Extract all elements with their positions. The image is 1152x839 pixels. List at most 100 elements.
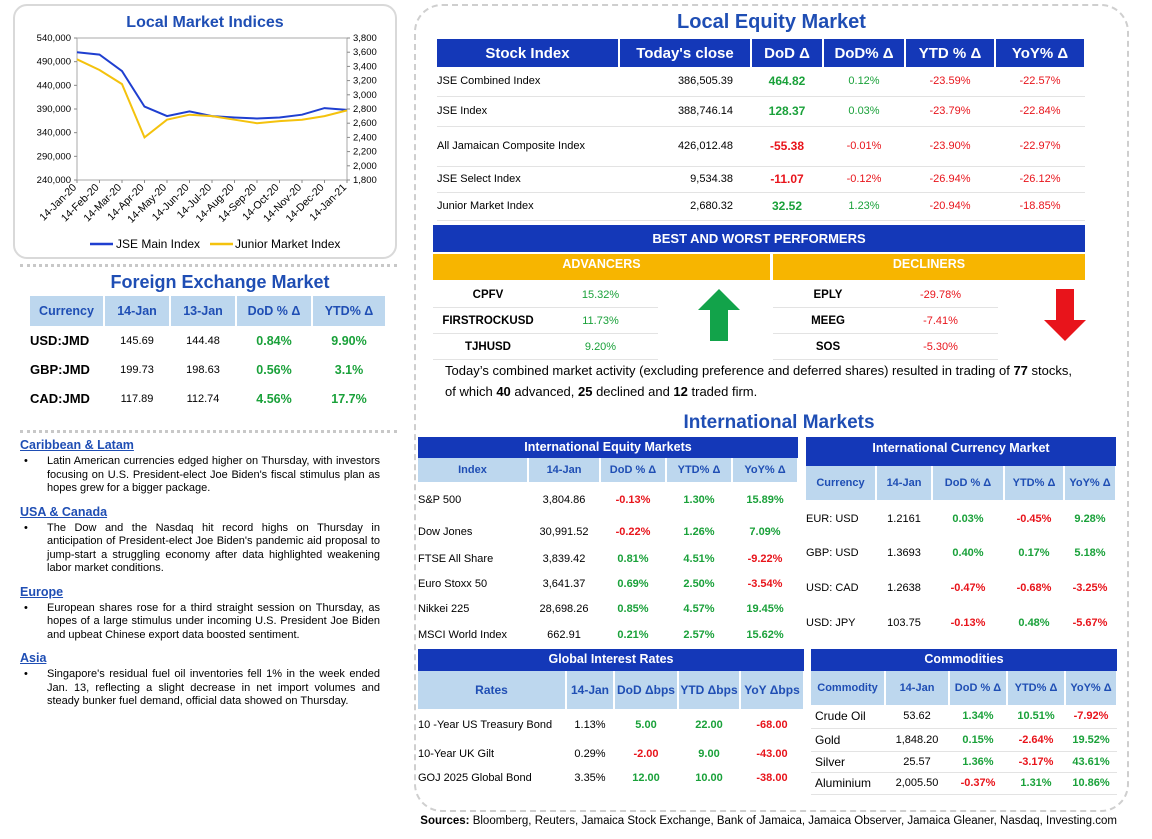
right-tick-label: 2,400 (353, 132, 377, 143)
news-heading: USA & Canada (20, 504, 108, 519)
ticker: SOS (815, 340, 841, 353)
cell-value: 103.75 (887, 617, 921, 629)
cell-value: 117.89 (120, 392, 154, 405)
right-tick-label: 3,400 (353, 61, 377, 72)
cell-value: 9.90% (331, 333, 367, 348)
cell-value: 7.09% (749, 526, 781, 538)
column-header: YTD% Δ (1007, 671, 1066, 705)
percent-change: -5.30% (923, 340, 958, 353)
fx-table-wrap: Currency 14-Jan 13-Jan DoD % Δ YTD% Δ USD:JM… (30, 296, 387, 413)
intl-title: International Markets (683, 412, 875, 433)
cell-value: 0.03% (952, 512, 984, 525)
column-header: 14-Jan (566, 671, 615, 709)
intl-equity-wrap: International Equity Markets Index 14-Jan… (418, 437, 799, 648)
intl-equity-header-row: Index 14-Jan DoD % Δ YTD% Δ YoY% Δ (418, 458, 799, 482)
cell-value: 112.74 (186, 392, 220, 405)
news-heading: Asia (20, 651, 47, 665)
right-tick-label: 3,000 (353, 90, 377, 101)
cell-value: -3.25% (1072, 582, 1108, 594)
left-tick-label: 390,000 (37, 104, 71, 115)
cell-value: 3.35% (574, 772, 606, 784)
table-row: Nikkei 225 28,698.26 0.85% 4.57% 19.45% (418, 596, 798, 622)
cell-value: -55.38 (751, 126, 823, 167)
table-row: JSE Combined Index 386,505.39 464.82 0.12% -… (437, 67, 1085, 97)
column-header: Currency (30, 296, 105, 326)
table-row: Crude Oil 53.62 1.34% 10.51% -7.92% (811, 705, 1117, 729)
table-row: Aluminium 2,005.50 -0.37% 1.31% 10.86% (811, 772, 1117, 795)
column-header: 14-Jan (104, 296, 171, 326)
cell-value: 4.57% (683, 603, 715, 615)
table-row: JSE Select Index 9,534.38 -11.07 -0.12% -26.… (437, 166, 1085, 193)
cell-value: 1.30% (683, 494, 715, 506)
cell-value: -68.00 (756, 718, 788, 731)
cell-value: 3.1% (334, 362, 364, 377)
cell-value: 1,848.20 (885, 728, 949, 752)
equity-header-row: Stock Index Today's close DoD Δ DoD% Δ YTD %… (437, 39, 1086, 67)
indices-chart-title: Local Market Indices (126, 14, 284, 31)
cell-value: -0.47% (950, 582, 986, 594)
table-row: USD: CAD 1.2638 -0.47% -0.68% -3.25% (806, 569, 1116, 607)
column-header: DoD Δ (751, 39, 824, 67)
cell-value: -22.57% (995, 67, 1085, 97)
cell-value: 1.36% (949, 751, 1007, 773)
cell-value: 4.56% (256, 391, 292, 406)
table-row: 10 -Year US Treasury Bond 1.13% 5.00 22.00 -… (418, 709, 804, 740)
ticker: MEEG (811, 314, 845, 327)
cell-value: 17.7% (331, 391, 367, 406)
cell-value: -0.68% (1016, 582, 1052, 594)
column-header: YoY% Δ (732, 458, 799, 482)
column-header: Currency (806, 466, 877, 500)
intl-currency-table: Currency 14-Jan DoD % Δ YTD% Δ YoY% Δ EUR: U… (806, 466, 1117, 639)
cell-value: -0.37% (949, 772, 1007, 795)
sources-text: Bloomberg, Reuters, Jamaica Stock Exchan… (469, 815, 1117, 827)
intl-equity-title: International Equity Markets (418, 437, 798, 458)
cell-value: 0.56% (256, 362, 292, 377)
rates-table: Rates 14-Jan DoD Δbps YTD Δbps YoY Δbps 10 -… (418, 671, 805, 789)
row-label: JSE Combined Index (437, 67, 619, 97)
cell-value: 3,839.42 (542, 553, 586, 565)
up-arrow-icon (698, 289, 740, 341)
left-tick-label: 440,000 (37, 80, 71, 91)
cell-value: 9,534.38 (619, 166, 751, 193)
cell-value: -18.85% (995, 192, 1085, 221)
cell-value: 43.61% (1065, 751, 1117, 773)
column-header: YoY% Δ (1064, 466, 1117, 500)
cell-value: 0.81% (617, 553, 649, 565)
column-header: DoD % Δ (236, 296, 313, 326)
cell-value: -2.00 (633, 747, 659, 760)
performers-title: BEST AND WORST PERFORMERS (433, 225, 1085, 252)
performer-row: SOS -5.30% (773, 334, 998, 360)
right-tick-label: 2,600 (353, 118, 377, 129)
cell-value: 0.03% (823, 96, 905, 127)
cell-value: -0.13% (950, 617, 986, 629)
cell-value: -0.01% (823, 126, 905, 167)
intl-equity-table: Index 14-Jan DoD % Δ YTD% Δ YoY% Δ S&P 500 3,… (418, 458, 799, 648)
rates-header-row: Rates 14-Jan DoD Δbps YTD Δbps YoY Δbps (418, 671, 805, 709)
fx-header-row: Currency 14-Jan 13-Jan DoD % Δ YTD% Δ (30, 296, 387, 326)
news-section: Caribbean & Latam Latin American currenci… (20, 438, 380, 718)
cell-value: 0.85% (617, 603, 649, 615)
table-row: EUR: USD 1.2161 0.03% -0.45% 9.28% (806, 500, 1116, 537)
commodities-table: Commodity 14-Jan DoD % Δ YTD% Δ YoY% Δ Crude… (811, 671, 1118, 795)
cell-value: 12.00 (632, 772, 660, 784)
news-heading: Europe (20, 584, 64, 599)
cell-value: 30,991.52 (539, 526, 589, 538)
decliners-label: DECLINERS (773, 254, 1085, 280)
cell-value: 15.62% (746, 629, 784, 641)
column-header: YTD % Δ (905, 39, 996, 67)
row-label: EUR: USD (806, 512, 859, 525)
row-label: GBP:JMD (30, 362, 90, 377)
row-label: 10-Year UK Gilt (418, 747, 495, 760)
cell-value: 144.48 (186, 334, 220, 347)
table-row: Gold 1,848.20 0.15% -2.64% 19.52% (811, 728, 1117, 752)
plot-area (76, 37, 348, 181)
cell-value: 128.37 (751, 96, 823, 127)
cell-value: -23.79% (905, 96, 995, 127)
cell-value: -0.13% (615, 494, 651, 506)
table-row: Dow Jones 30,991.52 -0.22% 1.26% 7.09% (418, 518, 798, 546)
cell-value: 2.50% (683, 578, 715, 590)
row-label: All Jamaican Composite Index (437, 126, 619, 167)
cell-value: 10.51% (1007, 705, 1065, 729)
row-label: CAD:JMD (30, 391, 90, 406)
percent-change: -7.41% (923, 314, 958, 327)
